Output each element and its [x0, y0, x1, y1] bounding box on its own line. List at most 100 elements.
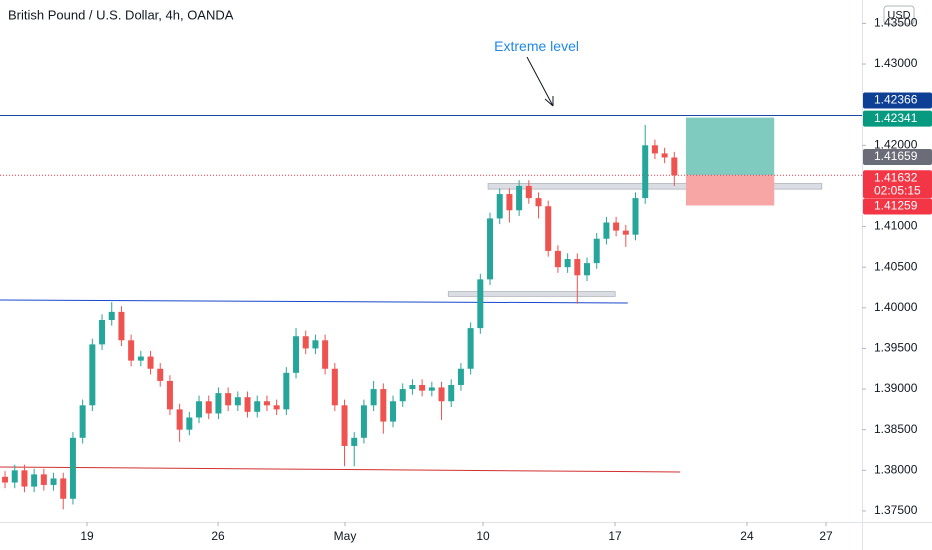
price-tag: [863, 110, 932, 127]
candle-body: [2, 476, 9, 483]
candle-body: [21, 470, 28, 487]
candle-body: [196, 401, 203, 418]
candle-body: [360, 405, 367, 438]
candle-body: [263, 401, 270, 406]
candle-body: [79, 405, 86, 438]
candle-body: [205, 401, 212, 414]
candle-body: [428, 387, 435, 391]
candle-body: [341, 405, 348, 446]
y-tick-label: 1.40500: [874, 259, 918, 273]
candle-body: [545, 206, 552, 251]
candle-body: [613, 222, 620, 231]
candle-body: [399, 389, 406, 402]
candle-body: [457, 368, 464, 385]
y-tick-label: 1.41000: [874, 219, 918, 233]
candle-body: [118, 311, 125, 341]
price-tag-label: 1.42341: [874, 111, 918, 125]
candle-body: [593, 238, 600, 264]
candle-body: [137, 356, 144, 361]
candle-body: [244, 397, 251, 412]
candle-body: [584, 263, 591, 276]
loss-zone: [685, 175, 775, 206]
trend-line: [0, 466, 681, 473]
candle-body: [603, 222, 610, 239]
candle-body: [351, 437, 358, 446]
support-zone: [447, 291, 616, 297]
candle-body: [496, 194, 503, 219]
candle-body: [225, 393, 232, 406]
y-tick-label: 1.42000: [874, 137, 918, 151]
price-tag-label: 1.41659: [874, 149, 918, 163]
plot-area: [0, 115, 862, 510]
candle-body: [11, 470, 18, 483]
candle-body: [622, 230, 629, 235]
candle-body: [671, 157, 678, 176]
candle-body: [166, 380, 173, 410]
candle-body: [50, 478, 57, 485]
x-tick-label: 27: [819, 529, 833, 543]
trend-line: [0, 299, 628, 304]
y-tick-label: 1.37500: [874, 503, 918, 517]
candle-body: [215, 393, 222, 414]
candle-body: [147, 356, 154, 369]
price-tag-label: 1.41632: [874, 170, 918, 184]
x-tick-label: 26: [211, 529, 225, 543]
price-tag: [863, 198, 932, 215]
candle-body: [89, 344, 96, 406]
candle-body: [467, 328, 474, 369]
candle-body: [409, 384, 416, 390]
candle-body: [419, 384, 426, 391]
candle-body: [293, 336, 300, 373]
x-tick-label: 24: [740, 529, 754, 543]
price-tag: [863, 170, 932, 199]
candle-body: [506, 194, 513, 211]
y-tick-label: 1.40000: [874, 300, 918, 314]
candle-body: [642, 145, 649, 199]
price-tag: [863, 148, 932, 165]
candle-body: [99, 319, 106, 345]
candle-body: [234, 397, 241, 406]
candle-body: [312, 340, 319, 349]
profit-zone: [685, 117, 775, 176]
candle-body: [157, 368, 164, 381]
candle-body: [254, 401, 261, 412]
candle-body: [554, 250, 561, 268]
candle-body: [370, 389, 377, 406]
candle-body: [438, 387, 445, 402]
annotation: Extreme level: [494, 38, 579, 54]
candle-body: [477, 279, 484, 329]
x-tick-label: 10: [476, 529, 490, 543]
candle-body: [564, 259, 571, 268]
candle-body: [632, 198, 639, 235]
candle-body: [186, 417, 193, 430]
candle-body: [302, 336, 309, 349]
y-tick-label: 1.38500: [874, 422, 918, 436]
candle-body: [380, 389, 387, 422]
candle-body: [283, 372, 290, 410]
candle-body: [31, 474, 38, 487]
currency-box[interactable]: [883, 5, 915, 25]
price-tag-label: 1.42366: [874, 93, 918, 107]
x-tick-label: 17: [608, 529, 622, 543]
candle-body: [128, 340, 135, 361]
y-tick-label: 1.38000: [874, 462, 918, 476]
currency[interactable]: USD: [887, 9, 910, 21]
candle-body: [535, 198, 542, 207]
candle-body: [176, 409, 183, 430]
candle-body: [60, 478, 67, 499]
candle-body: [661, 153, 668, 158]
annotation-arrow: [526, 56, 554, 107]
candle-body: [40, 474, 47, 485]
candle-body: [322, 340, 329, 369]
y-tick-label: 1.39500: [874, 341, 918, 355]
candle-body: [487, 218, 494, 280]
candle-body: [331, 368, 338, 406]
candle-body: [69, 437, 76, 499]
support-zone: [487, 183, 823, 190]
countdown: 02:05:15: [874, 183, 921, 197]
candle-body: [273, 405, 280, 410]
price-tag: [863, 92, 932, 109]
candle-body: [525, 185, 532, 199]
candle-body: [448, 384, 455, 402]
